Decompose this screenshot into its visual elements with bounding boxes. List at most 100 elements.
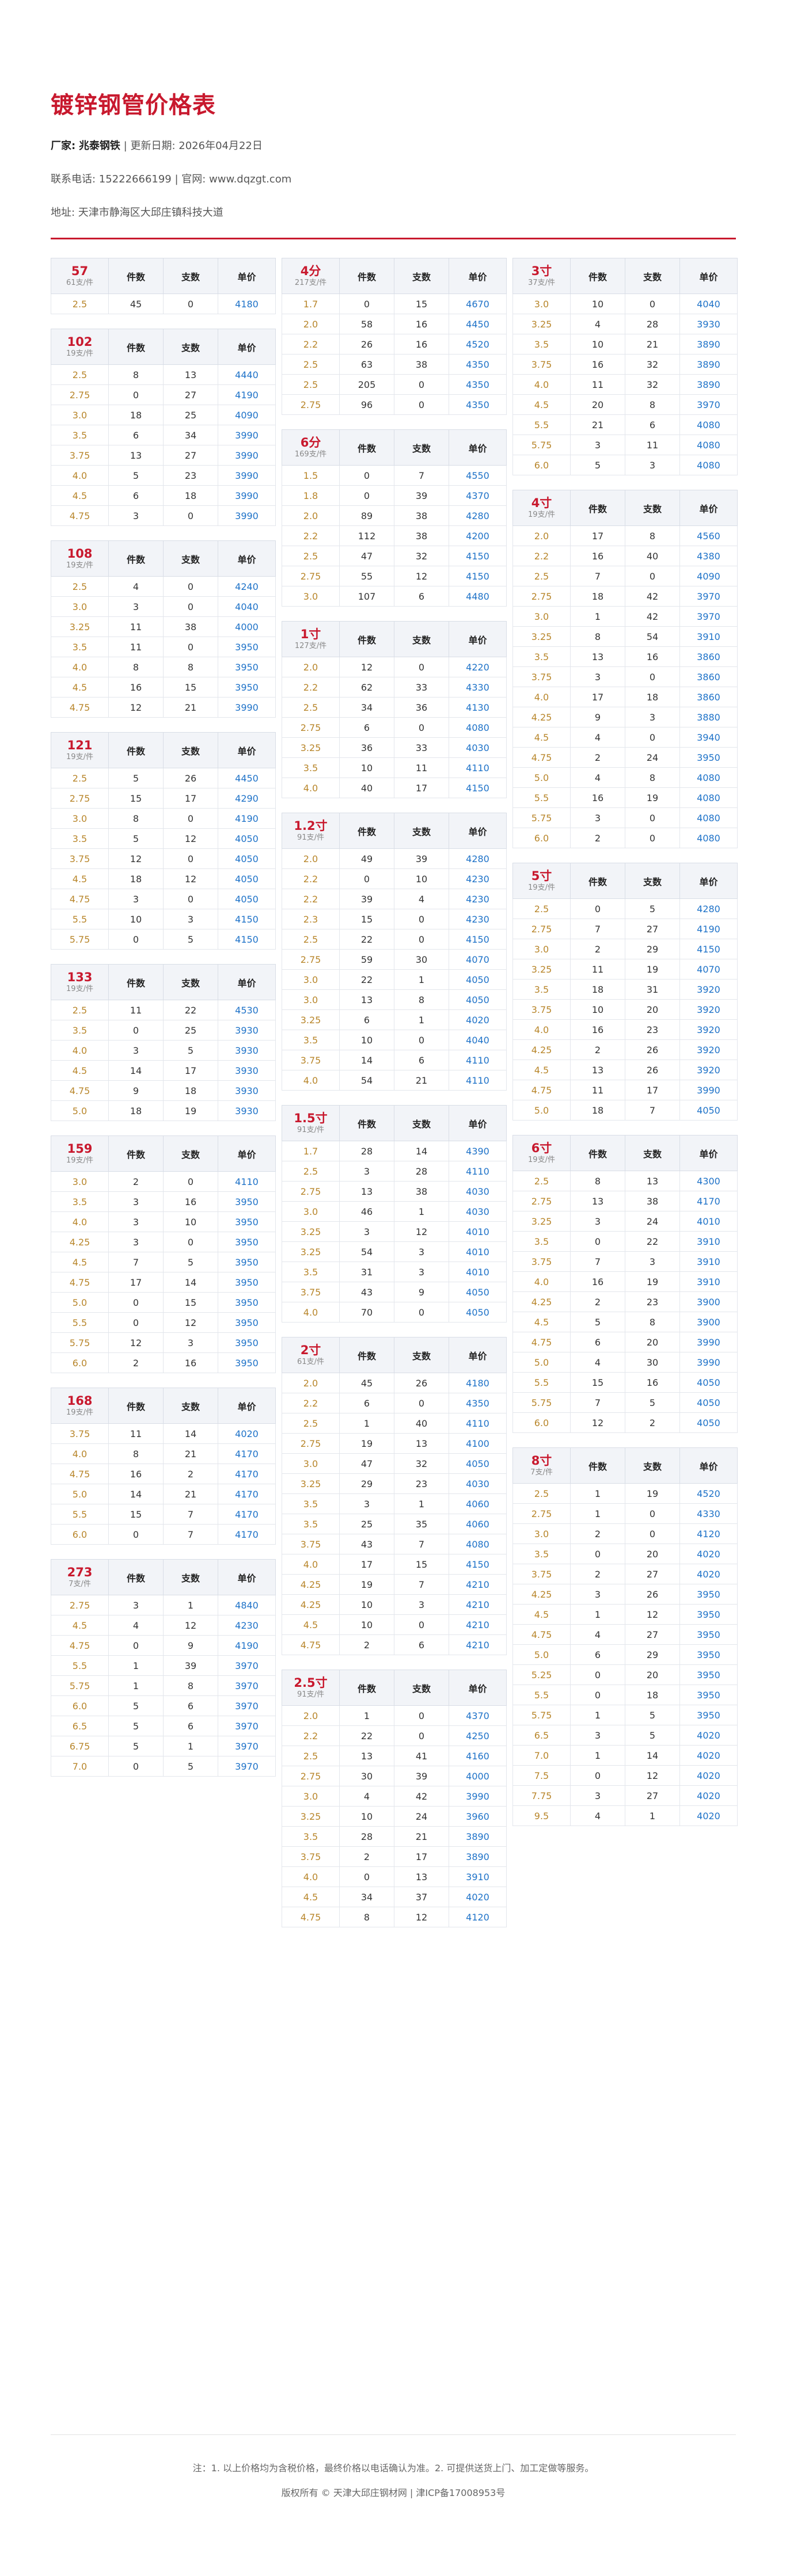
bundle-count-cell: 3 <box>108 1232 164 1252</box>
table-row: 5.0 14 21 4170 <box>51 1484 276 1504</box>
thickness-cell: 2.5 <box>512 1171 571 1191</box>
thickness-cell: 7.5 <box>512 1765 571 1786</box>
spec-pack-note: 19支/件 <box>66 752 93 761</box>
bundle-count-cell: 10 <box>570 294 625 314</box>
table-row: 2.5 1 40 4110 <box>282 1413 507 1434</box>
spec-section: 6分 169支/件 件数 支数 单价 1.5 0 7 4550 1.8 0 39 4370 2.0 89 38… <box>282 429 507 607</box>
spec-section: 6寸 19支/件 件数 支数 单价 2.5 8 13 4300 2.75 13 38 4170 3.25 3… <box>512 1135 738 1433</box>
bundle-count-cell: 9 <box>570 707 625 727</box>
piece-count-cell: 39 <box>163 1655 218 1676</box>
spec-pack-note: 19支/件 <box>528 510 555 519</box>
thickness-cell: 4.75 <box>51 889 109 909</box>
bundle-count-cell: 49 <box>339 848 394 869</box>
price-cell: 3930 <box>218 1060 276 1081</box>
bundle-count-cell: 29 <box>339 1473 394 1494</box>
piece-count-cell: 1 <box>163 1595 218 1615</box>
thickness-cell: 3.0 <box>512 1523 571 1544</box>
piece-count-cell: 8 <box>163 657 218 677</box>
price-cell: 3930 <box>218 1080 276 1101</box>
bundle-count-cell: 1 <box>339 1413 394 1434</box>
piece-count-cell: 0 <box>163 505 218 526</box>
table-header-row: 8寸 7支/件 件数 支数 单价 <box>512 1447 738 1484</box>
table-row: 4.75 11 17 3990 <box>512 1080 738 1100</box>
bundle-count-cell: 3 <box>570 1725 625 1746</box>
table-header-row: 273 7支/件 件数 支数 单价 <box>51 1559 276 1595</box>
piece-count-cell: 19 <box>163 1100 218 1121</box>
price-cell: 3950 <box>218 677 276 698</box>
bundle-count-cell: 63 <box>339 354 394 375</box>
piece-count-cell: 20 <box>625 1544 680 1564</box>
piece-count-cell: 38 <box>394 1181 449 1202</box>
bundle-count-cell: 3 <box>108 1040 164 1061</box>
spec-pack-note: 91支/件 <box>297 1125 324 1134</box>
price-cell: 3970 <box>679 606 738 627</box>
table-row: 2.75 13 38 4170 <box>512 1191 738 1211</box>
table-row: 3.5 10 11 4110 <box>282 757 507 778</box>
bundle-count-cell: 2 <box>570 1523 625 1544</box>
price-table: 102 19支/件 件数 支数 单价 2.5 8 13 4440 2.75 0 27 4190 3.0 18… <box>51 329 276 526</box>
thickness-cell: 4.25 <box>512 707 571 727</box>
spec-pack-note: 19支/件 <box>66 349 93 358</box>
table-row: 4.25 2 26 3920 <box>512 1039 738 1060</box>
table-row: 2.75 13 38 4030 <box>282 1181 507 1202</box>
thickness-cell: 3.5 <box>512 979 571 1000</box>
piece-count-cell: 17 <box>394 778 449 798</box>
table-row: 3.5 0 20 4020 <box>512 1544 738 1564</box>
price-cell: 4050 <box>679 1392 738 1413</box>
page-title: 镀锌钢管价格表 <box>51 92 216 119</box>
piece-count-cell: 38 <box>163 616 218 637</box>
bundle-count-cell: 0 <box>570 1765 625 1786</box>
bundle-count-cell: 7 <box>570 566 625 586</box>
table-row: 3.25 10 24 3960 <box>282 1806 507 1827</box>
price-cell: 3970 <box>218 1736 276 1756</box>
bundle-count-cell: 0 <box>108 1020 164 1041</box>
piece-count-cell: 38 <box>394 525 449 546</box>
price-cell: 4050 <box>449 1302 507 1323</box>
table-row: 3.75 10 20 3920 <box>512 999 738 1020</box>
price-cell: 4080 <box>679 828 738 848</box>
price-cell: 4080 <box>679 767 738 788</box>
bundle-count-cell: 0 <box>108 384 164 405</box>
column-header-count: 件数 <box>108 1388 164 1424</box>
thickness-cell: 2.5 <box>51 1000 109 1020</box>
price-table: 6分 169支/件 件数 支数 单价 1.5 0 7 4550 1.8 0 39 4370 2.0 89 38… <box>282 429 507 607</box>
thickness-cell: 4.0 <box>282 1866 340 1887</box>
bundle-count-cell: 11 <box>108 616 164 637</box>
bundle-count-cell: 7 <box>570 1392 625 1413</box>
piece-count-cell: 26 <box>394 1373 449 1393</box>
thickness-cell: 4.5 <box>51 677 109 698</box>
piece-count-cell: 27 <box>625 1624 680 1645</box>
bundle-count-cell: 17 <box>570 525 625 546</box>
price-cell: 3950 <box>218 1292 276 1313</box>
manufacturer-row: 厂家: 兆泰钢铁 | 更新日期: 2026年04月22日 <box>51 140 736 152</box>
bundle-count-cell: 28 <box>339 1826 394 1847</box>
table-header-row: 159 19支/件 件数 支数 单价 <box>51 1135 276 1172</box>
price-cell: 3930 <box>679 314 738 334</box>
piece-count-cell: 21 <box>163 1443 218 1464</box>
table-row: 3.0 18 25 4090 <box>51 405 276 425</box>
thickness-cell: 4.75 <box>51 697 109 718</box>
piece-count-cell: 25 <box>163 1020 218 1041</box>
bundle-count-cell: 0 <box>339 465 394 486</box>
thickness-cell: 2.5 <box>512 898 571 919</box>
spec-name: 2寸 <box>300 1343 321 1357</box>
thickness-cell: 2.5 <box>282 546 340 566</box>
piece-count-cell: 3 <box>394 1241 449 1262</box>
price-cell: 4150 <box>449 929 507 950</box>
price-cell: 4210 <box>449 1574 507 1595</box>
table-row: 2.5 3 28 4110 <box>282 1161 507 1182</box>
table-row: 4.5 16 15 3950 <box>51 677 276 698</box>
price-cell: 4280 <box>679 898 738 919</box>
thickness-cell: 2.5 <box>282 1746 340 1766</box>
price-cell: 4050 <box>449 969 507 990</box>
thickness-cell: 4.5 <box>51 868 109 889</box>
table-row: 3.0 22 1 4050 <box>282 969 507 990</box>
spec-header: 1.5寸 91支/件 <box>282 1105 340 1141</box>
price-cell: 4670 <box>449 294 507 314</box>
thickness-cell: 5.0 <box>512 1644 571 1665</box>
price-cell: 3860 <box>679 666 738 687</box>
spec-name: 57 <box>71 264 89 278</box>
price-table: 1寸 127支/件 件数 支数 单价 2.0 12 0 4220 2.2 62 33 4330 2.5 34… <box>282 621 507 798</box>
table-row: 4.0 8 8 3950 <box>51 657 276 677</box>
piece-count-cell: 3 <box>394 1262 449 1282</box>
